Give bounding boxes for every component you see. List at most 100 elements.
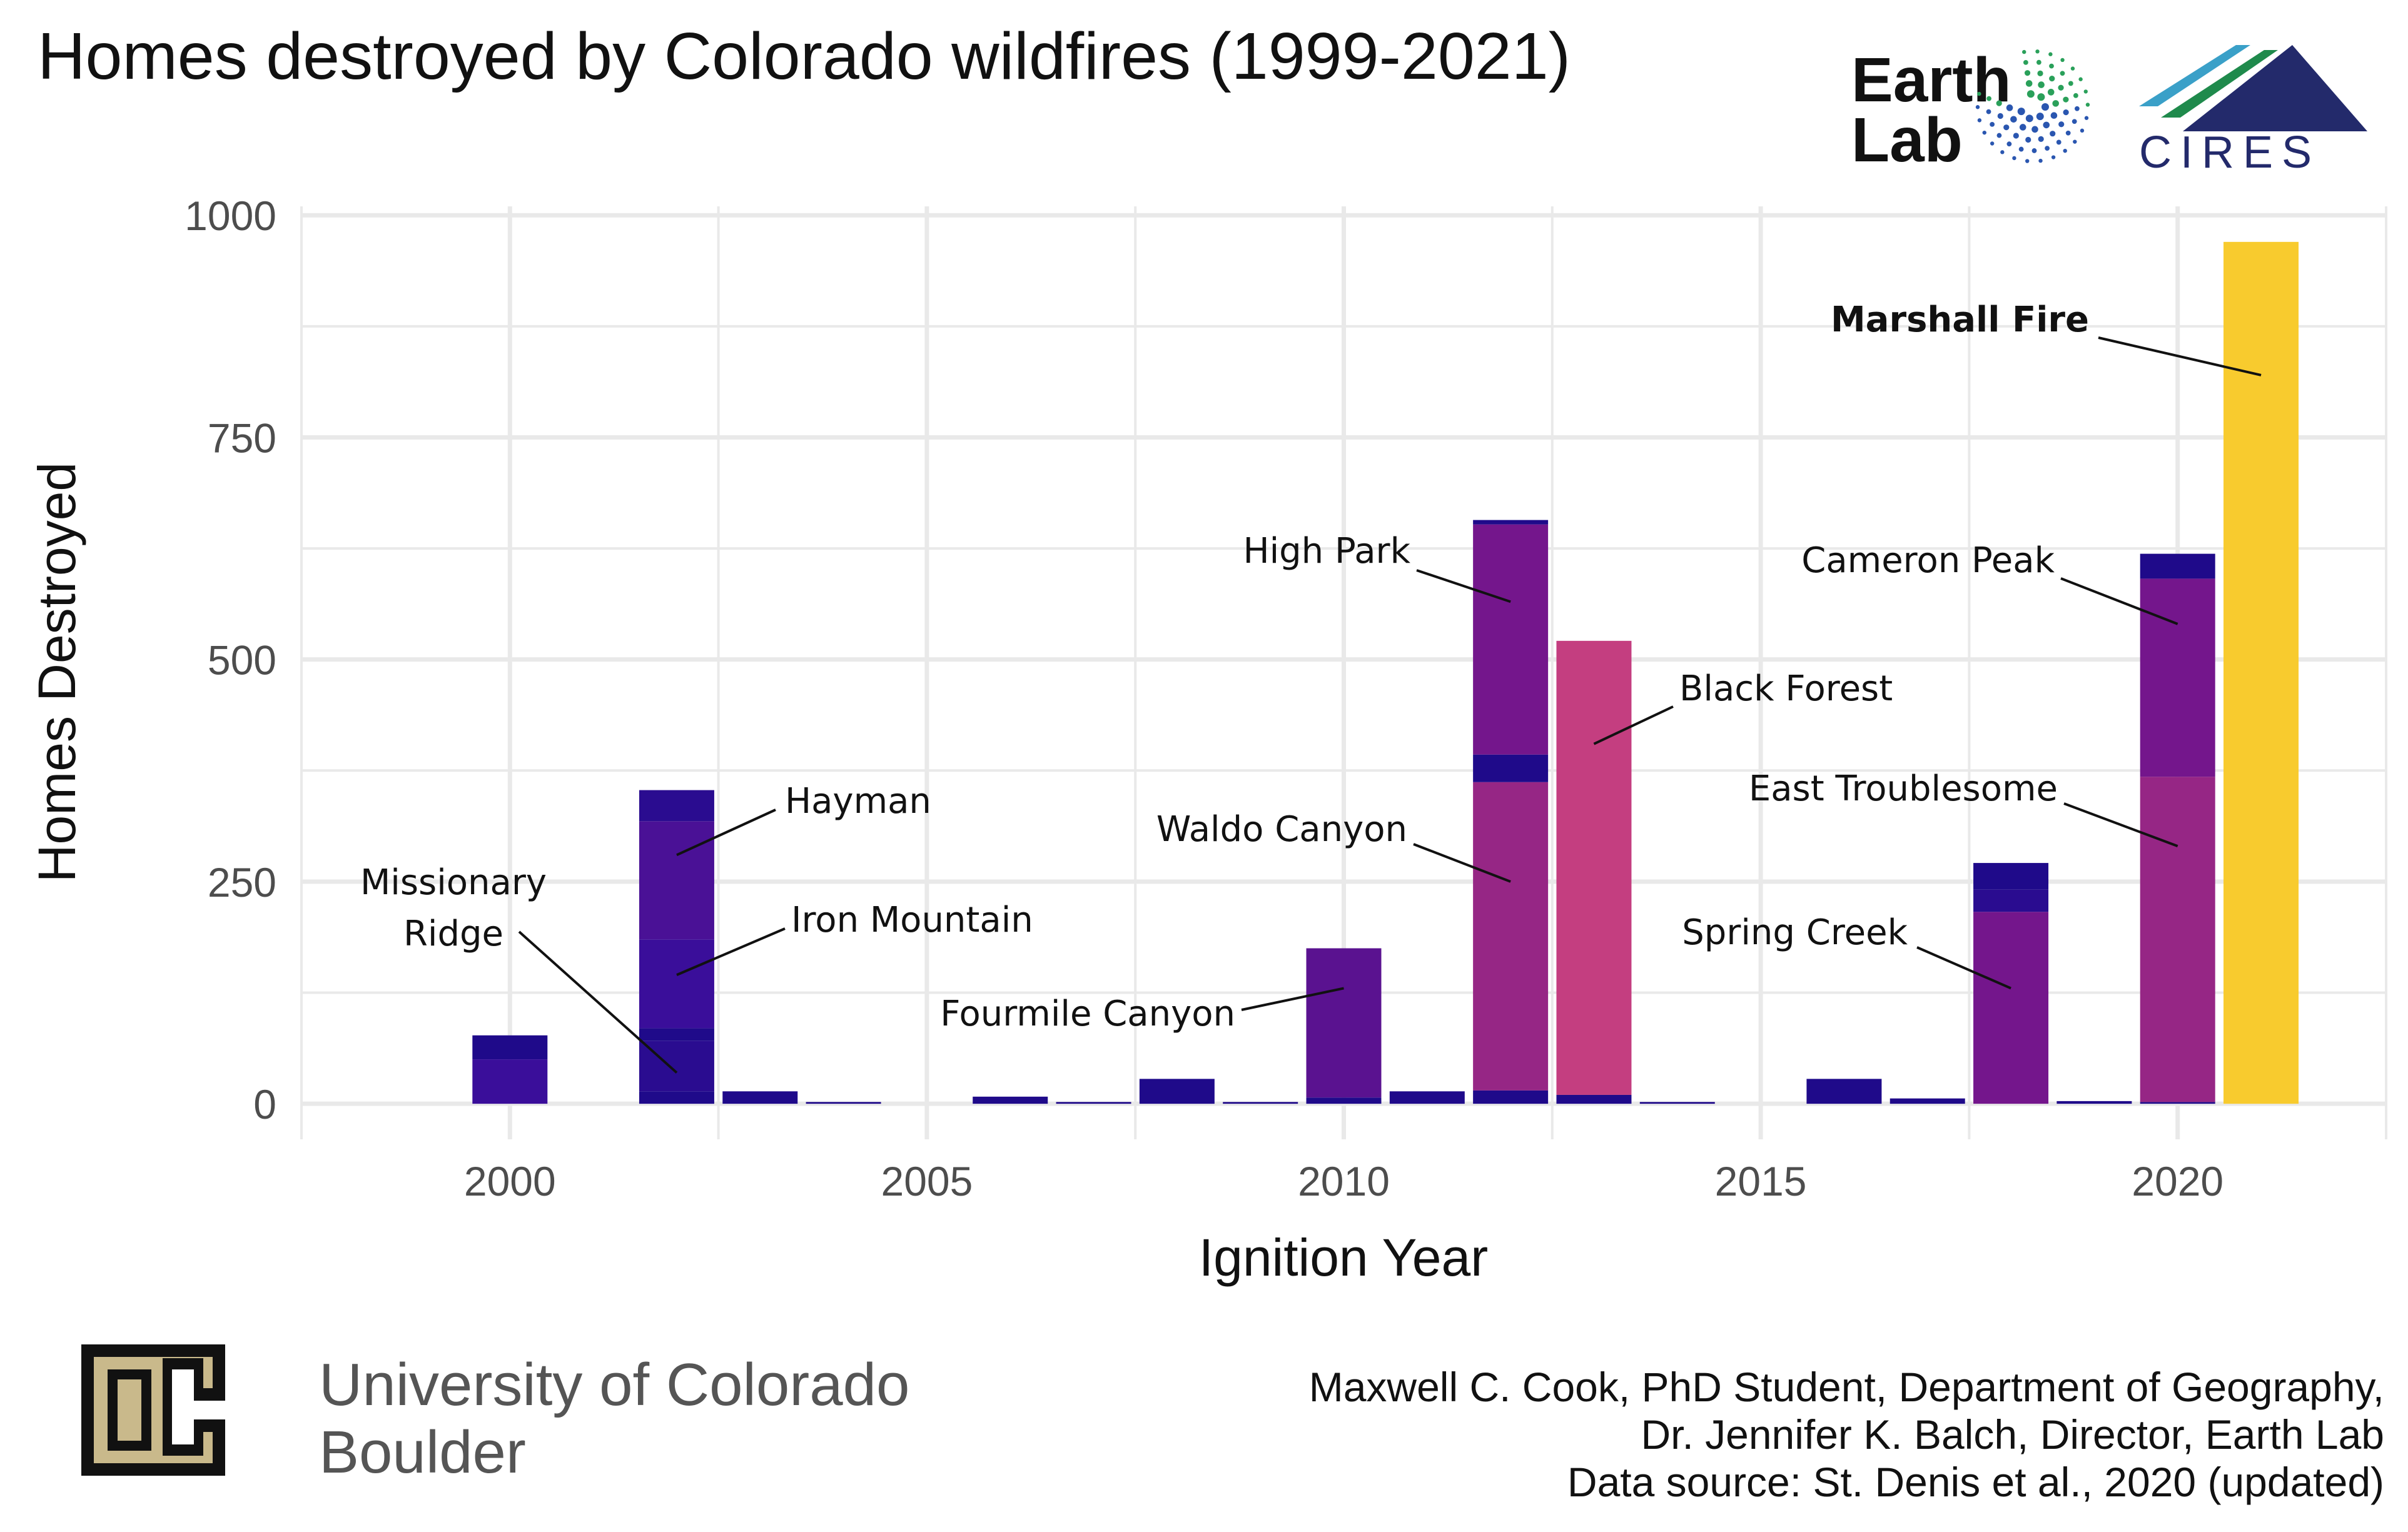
bar-segment-2018 bbox=[1973, 912, 2049, 1104]
earthlab-dot bbox=[2038, 81, 2045, 88]
earthlab-dot bbox=[2052, 100, 2060, 107]
bar-segment-2012 bbox=[1473, 1090, 1549, 1104]
earthlab-dot bbox=[1986, 109, 1991, 114]
earthlab-logo-text-earth: Earth bbox=[1851, 45, 2011, 115]
y-tick-label: 250 bbox=[208, 859, 276, 905]
bar-segment-2002 bbox=[639, 1091, 714, 1104]
annotation-leader-line bbox=[1593, 705, 1674, 745]
annotation-leader-line bbox=[676, 809, 776, 857]
earthlab-dot bbox=[1975, 105, 1980, 109]
annotation-label: Missionary bbox=[360, 862, 547, 903]
university-name: University of Colorado bbox=[319, 1351, 910, 1418]
bar-segment-2020 bbox=[2140, 777, 2215, 1102]
earthlab-dot bbox=[1982, 130, 1986, 135]
earthlab-dot bbox=[2047, 89, 2055, 96]
earthlab-dot bbox=[2036, 59, 2041, 65]
earthlab-dot bbox=[2025, 136, 2031, 143]
bar-segment-2011 bbox=[1389, 1091, 1465, 1104]
earthlab-dot bbox=[2058, 84, 2064, 91]
cu-boulder-logo: University of Colorado Boulder bbox=[69, 1326, 944, 1513]
earthlab-dot bbox=[2018, 146, 2024, 152]
bar-segment-2017 bbox=[1889, 1098, 1965, 1104]
earthlab-dot bbox=[2025, 114, 2033, 123]
annotation-leader-line bbox=[2060, 577, 2178, 625]
earthlab-dot bbox=[2084, 116, 2089, 120]
bar-segment-2003 bbox=[722, 1091, 798, 1104]
earthlab-dot bbox=[2003, 124, 2010, 131]
bar-segment-2020 bbox=[2140, 578, 2215, 777]
bar-segment-2018 bbox=[1973, 889, 2049, 912]
earthlab-dot bbox=[2073, 139, 2077, 144]
bar-segment-2020 bbox=[2140, 1102, 2215, 1104]
annotation-label: Spring Creek bbox=[1682, 912, 1908, 953]
bar-segment-2006 bbox=[973, 1096, 1048, 1104]
bar-segment-2019 bbox=[2056, 1101, 2132, 1104]
earthlab-dot bbox=[2012, 156, 2016, 161]
y-tick-label: 1000 bbox=[185, 193, 276, 239]
earthlab-dot bbox=[2025, 80, 2033, 87]
earthlab-dot bbox=[1986, 96, 1991, 101]
bar-segment-2014 bbox=[1639, 1102, 1715, 1104]
earthlab-dot bbox=[2006, 141, 2012, 147]
annotation-leader-line bbox=[2063, 802, 2178, 847]
bar-segment-2013 bbox=[1556, 640, 1632, 1095]
earthlab-dot bbox=[1977, 118, 1982, 123]
earthlab-dot bbox=[2080, 128, 2085, 133]
earthlab-dot bbox=[2010, 116, 2017, 123]
earthlab-dot bbox=[2024, 70, 2031, 76]
earthlab-dot bbox=[2083, 89, 2088, 94]
earthlab-dot bbox=[2078, 77, 2083, 81]
bar-segment-2012 bbox=[1473, 524, 1549, 755]
cires-logo-text: CIRES bbox=[2139, 128, 2320, 175]
bar-segment-2021 bbox=[2223, 241, 2299, 1104]
earthlab-dot bbox=[2063, 148, 2067, 153]
y-tick-label: 750 bbox=[208, 415, 276, 461]
credit-line-1: Maxwell C. Cook, PhD Student, Department… bbox=[1308, 1364, 2384, 1410]
annotation-leader-line bbox=[1916, 946, 2011, 990]
bar-segment-2016 bbox=[1806, 1079, 1882, 1104]
bars bbox=[472, 241, 2299, 1104]
bar-segment-2020 bbox=[2140, 553, 2215, 579]
earthlab-dot bbox=[2045, 146, 2050, 151]
fire-annotations: Missionary Ridge Hayman Iron Mountain Fourmi… bbox=[360, 300, 2262, 1074]
x-tick-label: 2015 bbox=[1715, 1158, 1807, 1204]
annotation-label: Fourmile Canyon bbox=[940, 994, 1235, 1034]
annotation-label: East Troublesome bbox=[1749, 769, 2058, 809]
earthlab-dot bbox=[2036, 113, 2044, 121]
earthlab-dot bbox=[1990, 121, 1995, 127]
bar-segment-2000 bbox=[472, 1035, 548, 1060]
bar-segment-2010 bbox=[1306, 948, 1382, 1098]
earthlab-dot bbox=[2063, 96, 2069, 103]
annotation-label: Black Forest bbox=[1679, 668, 1893, 709]
earthlab-dot bbox=[2056, 139, 2061, 145]
credit-line-2: Dr. Jennifer K. Balch, Director, Earth L… bbox=[1641, 1411, 2384, 1458]
bar-segment-2010 bbox=[1306, 1097, 1382, 1104]
earthlab-dot bbox=[1977, 91, 1981, 96]
earthlab-dot bbox=[2031, 148, 2037, 153]
earthlab-dot bbox=[2026, 90, 2035, 98]
earthlab-dot bbox=[2068, 81, 2073, 86]
earthlab-dot bbox=[2035, 49, 2040, 54]
x-tick-label: 2005 bbox=[881, 1158, 973, 1204]
annotation-leader-line bbox=[518, 930, 678, 1074]
annotation-leader-line bbox=[676, 927, 786, 976]
earthlab-dot bbox=[2070, 66, 2075, 71]
y-tick-label: 0 bbox=[253, 1081, 276, 1127]
earthlab-dot bbox=[2085, 103, 2090, 107]
annotation-label: Iron Mountain bbox=[791, 900, 1033, 940]
bar-segment-2008 bbox=[1139, 1079, 1215, 1104]
bar-segment-2004 bbox=[806, 1102, 881, 1104]
earthlab-dot bbox=[2041, 103, 2049, 111]
y-tick-label: 500 bbox=[208, 637, 276, 683]
annotation-label: Cameron Peak bbox=[1801, 540, 2055, 581]
credits: Maxwell C. Cook, PhD Student, Department… bbox=[1309, 1363, 2384, 1506]
earthlab-dot bbox=[2037, 93, 2045, 101]
annotation-label: Hayman bbox=[785, 781, 931, 822]
chart-title: Homes destroyed by Colorado wildfires (1… bbox=[38, 19, 1571, 93]
earthlab-dot bbox=[1997, 113, 2003, 119]
bar-segment-2009 bbox=[1223, 1102, 1298, 1104]
earthlab-dot bbox=[2050, 131, 2056, 137]
annotation-leader-line bbox=[2098, 336, 2262, 376]
bar-segment-2000 bbox=[472, 1059, 548, 1104]
